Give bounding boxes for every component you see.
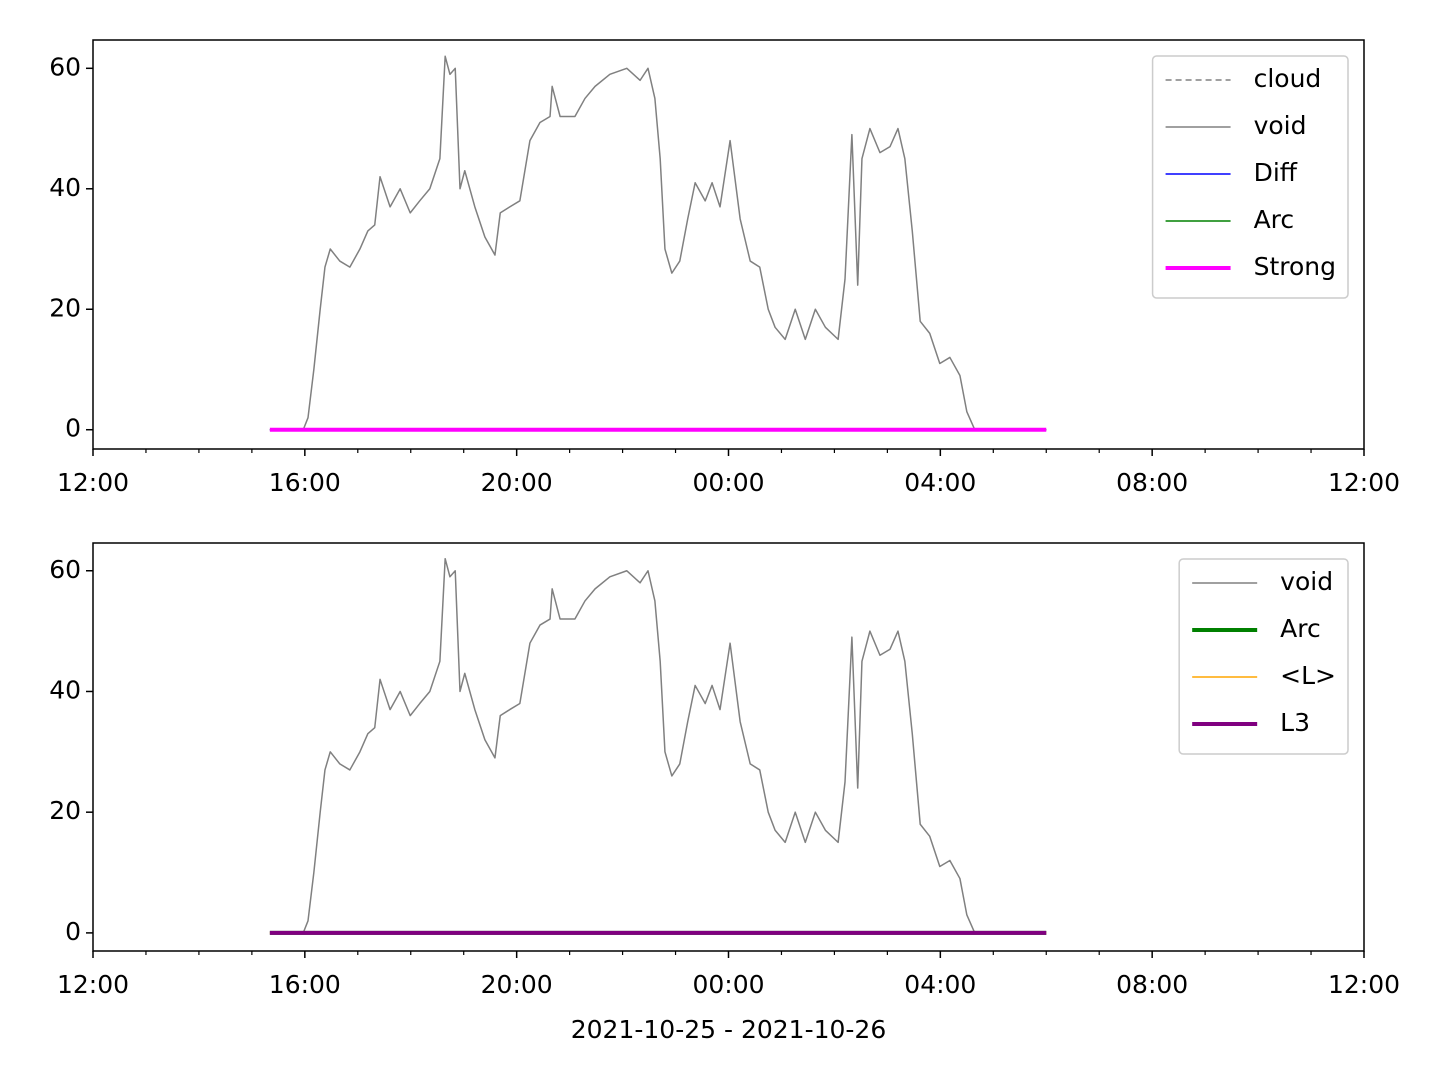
x-axis-label: 2021-10-25 - 2021-10-26 [571,1015,887,1044]
legend-label: Strong [1254,252,1336,281]
y-tick-label: 40 [49,173,81,202]
legend-label: L3 [1280,708,1310,737]
x-tick-label: 04:00 [904,970,976,999]
x-tick-label: 00:00 [692,970,764,999]
legend-label: void [1254,111,1307,140]
x-tick-label: 12:00 [1328,468,1400,497]
x-tick-label: 20:00 [481,970,553,999]
legend-label: <L> [1280,661,1336,690]
x-tick-label: 12:00 [57,468,129,497]
y-tick-label: 40 [49,675,81,704]
x-tick-label: 16:00 [269,970,341,999]
legend: void Arc <L> L3 [1178,558,1349,755]
legend-label: Arc [1254,205,1295,234]
legend-label: Diff [1254,158,1298,187]
x-tick-label: 12:00 [1328,970,1400,999]
x-tick-label: 08:00 [1116,970,1188,999]
axes-frame [92,39,1365,450]
y-tick-label: 0 [65,917,81,946]
legend-box [1151,55,1349,299]
x-tick-label: 00:00 [692,468,764,497]
legend: cloud void Diff Arc Strong [1151,55,1349,299]
legend-label: cloud [1254,64,1322,93]
legend-box [1178,558,1349,755]
series-line [302,55,976,431]
y-tick-label: 0 [65,414,81,443]
legend-label: void [1280,567,1333,596]
x-tick-label: 20:00 [481,468,553,497]
legend-label: Arc [1280,614,1321,643]
x-tick-label: 16:00 [269,468,341,497]
y-tick-label: 60 [49,555,81,584]
y-tick-label: 20 [49,796,81,825]
x-tick-label: 04:00 [904,468,976,497]
subplot: 0 20 40 60 12:00 16:00 20:00 00:00 04:00 08:00 12:… [49,39,1400,497]
y-tick-label: 60 [49,52,81,81]
axes-frame [92,542,1365,952]
x-tick-label: 08:00 [1116,468,1188,497]
subplot: 0 20 40 60 12:00 16:00 20:00 00:00 04:00 08:00 12:… [49,542,1400,1044]
series-line [302,557,976,934]
x-tick-label: 12:00 [57,970,129,999]
y-tick-label: 20 [49,293,81,322]
